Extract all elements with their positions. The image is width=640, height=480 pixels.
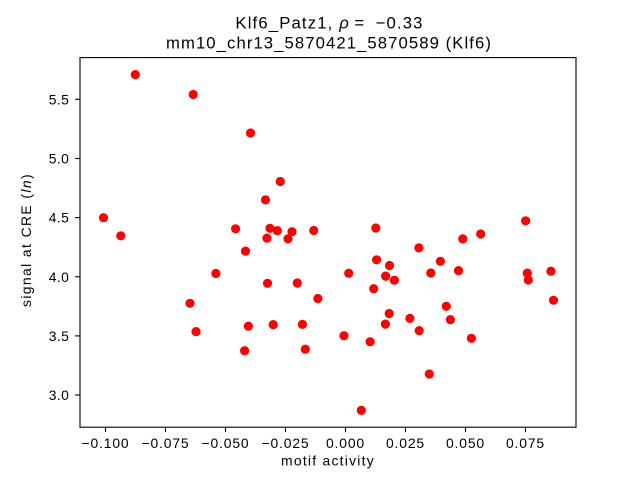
svg-text:signal at CRE (ln): signal at CRE (ln) [18, 173, 34, 307]
svg-text:0.050: 0.050 [446, 435, 485, 451]
svg-text:3.5: 3.5 [49, 328, 70, 344]
svg-text:−0.050: −0.050 [202, 435, 250, 451]
svg-text:4.0: 4.0 [49, 269, 70, 285]
svg-text:motif activity: motif activity [281, 452, 375, 468]
svg-text:−0.075: −0.075 [142, 435, 190, 451]
svg-text:−0.025: −0.025 [262, 435, 310, 451]
svg-text:mm10_chr13_5870421_5870589 (Kl: mm10_chr13_5870421_5870589 (Klf6) [166, 33, 492, 52]
svg-text:−0.100: −0.100 [82, 435, 130, 451]
svg-text:4.5: 4.5 [49, 210, 70, 226]
svg-text:0.075: 0.075 [506, 435, 545, 451]
svg-text:0.025: 0.025 [386, 435, 425, 451]
svg-text:5.5: 5.5 [49, 91, 70, 107]
svg-text:Klf6_Patz1, ρ = −0.33: Klf6_Patz1, ρ = −0.33 [235, 14, 423, 33]
svg-text:0.000: 0.000 [326, 435, 365, 451]
svg-text:3.0: 3.0 [49, 387, 70, 403]
svg-text:5.0: 5.0 [49, 151, 70, 167]
